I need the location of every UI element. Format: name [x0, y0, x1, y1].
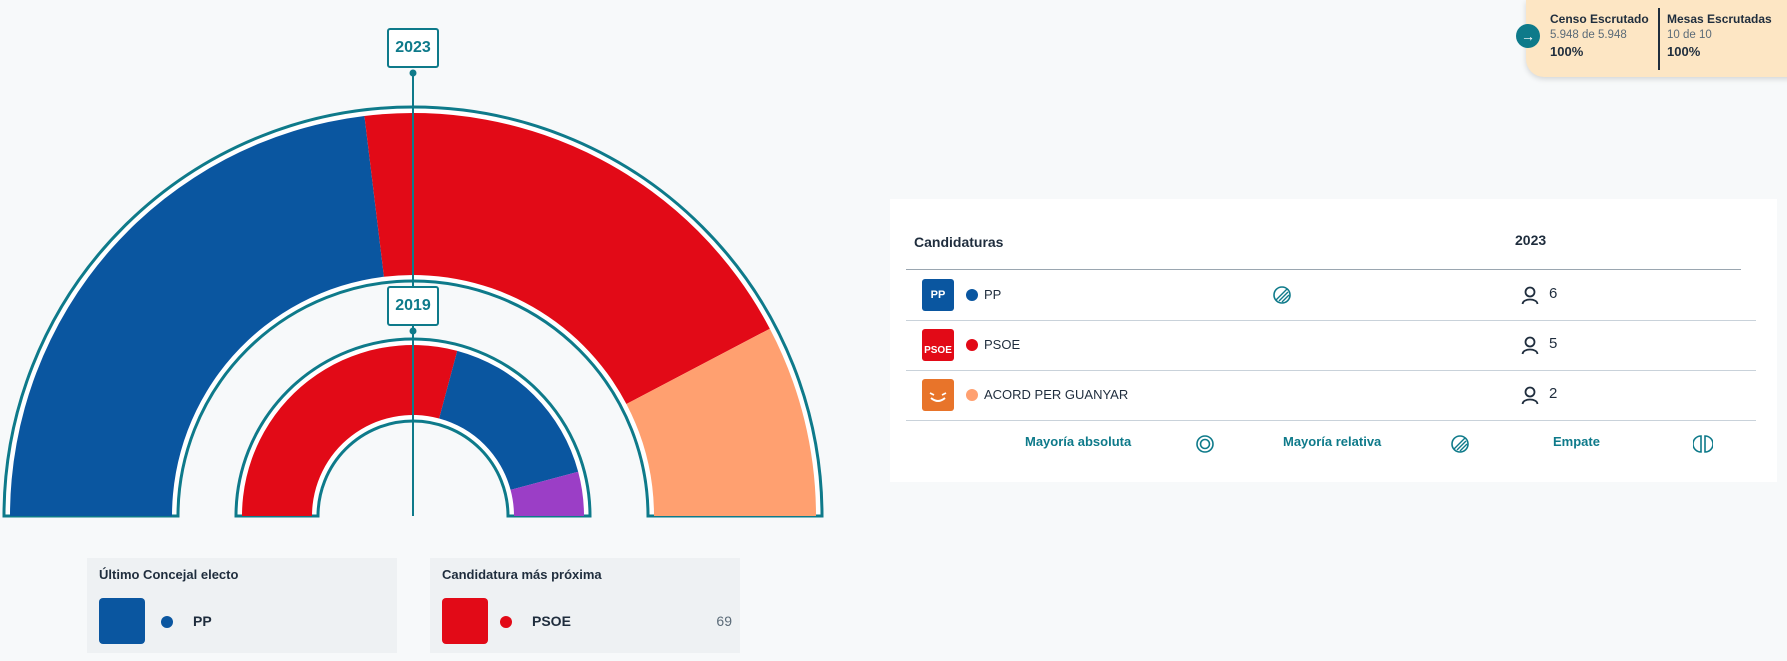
- legend-mayoria-absoluta: Mayoría absoluta: [1025, 434, 1132, 449]
- smile-icon: [929, 392, 947, 402]
- ultimo-concejal-panel: Último Concejal electo PP: [87, 558, 397, 653]
- mesas-title: Mesas Escrutadas: [1667, 12, 1772, 26]
- legend-empate: Empate: [1553, 434, 1600, 449]
- censo-title: Censo Escrutado: [1550, 12, 1649, 26]
- mesas-value: 10 de 10: [1667, 29, 1712, 41]
- seat-segment-pp[interactable]: [439, 350, 579, 490]
- party-color-dot: [966, 389, 978, 401]
- legend-mayoria-relativa: Mayoría relativa: [1283, 434, 1382, 449]
- pp-logo-icon: PP: [922, 279, 954, 311]
- census-divider: [1658, 8, 1660, 70]
- year-badge-2019[interactable]: 2019: [387, 286, 439, 326]
- censo-pct: 100%: [1550, 44, 1584, 59]
- votes-difference: 69: [716, 613, 732, 629]
- seat-segment-pp[interactable]: [10, 115, 384, 516]
- candidaturas-panel: Candidaturas 2023 PP PP 6 PSOE PSOE 5: [890, 199, 1777, 482]
- mesas-pct: 100%: [1667, 44, 1701, 59]
- seats-count: 5: [1549, 335, 1558, 352]
- mayoria-relativa-icon: [1273, 286, 1291, 304]
- party-name: ACORD PER GUANYAR: [984, 387, 1129, 402]
- person-icon: [1521, 336, 1539, 355]
- candidatura-proxima-title: Candidatura más próxima: [442, 567, 602, 582]
- seat-segment-acord-per-guanyar[interactable]: [626, 328, 816, 516]
- hemicycle-2023: [2, 105, 824, 518]
- connector-dot-2023: [409, 69, 417, 77]
- seats-count: 2: [1549, 385, 1558, 402]
- party-name: PP: [193, 613, 212, 629]
- party-color-dot: [966, 339, 978, 351]
- empate-icon: [1693, 435, 1713, 453]
- person-icon: [1521, 286, 1539, 305]
- mesas-escrutadas: Mesas Escrutadas 10 de 10 100%: [1667, 12, 1772, 59]
- mayoria-absoluta-icon: [1196, 435, 1214, 453]
- candidatura-proxima-panel: Candidatura más próxima PSOE 69: [430, 558, 740, 653]
- connector-dot-2019: [409, 327, 417, 335]
- censo-value: 5.948 de 5.948: [1550, 29, 1627, 41]
- party-color-dot: [500, 616, 512, 628]
- party-name: PSOE: [532, 613, 571, 629]
- party-name: PP: [984, 287, 1002, 302]
- year-badge-2023[interactable]: 2023: [387, 28, 439, 68]
- party-color-square: [442, 598, 488, 644]
- ultimo-concejal-title: Último Concejal electo: [99, 567, 239, 582]
- party-color-dot: [161, 616, 173, 628]
- seat-segment-psoe[interactable]: [364, 113, 770, 405]
- arrow-right-icon[interactable]: →: [1516, 24, 1540, 48]
- party-color-square: [99, 598, 145, 644]
- year-header: 2023: [1515, 232, 1547, 248]
- candidaturas-header: Candidaturas: [914, 234, 1004, 250]
- party-name: PSOE: [984, 337, 1021, 352]
- hemicycle-chart: [2, 69, 824, 518]
- party-color-dot: [966, 289, 978, 301]
- censo-escrutado: Censo Escrutado 5.948 de 5.948 100%: [1550, 12, 1649, 59]
- candidatura-row[interactable]: PSOE PSOE 5: [906, 320, 1756, 371]
- census-panel: → Censo Escrutado 5.948 de 5.948 100% Me…: [1516, 0, 1787, 77]
- acord-logo-icon: [922, 379, 954, 411]
- seat-segment-psoe[interactable]: [242, 344, 458, 516]
- mayoria-relativa-icon: [1451, 435, 1469, 453]
- hemicycle-2019: [234, 337, 592, 518]
- seat-segment-otros[interactable]: [510, 471, 584, 516]
- person-icon: [1521, 386, 1539, 405]
- candidatura-row[interactable]: PP PP 6: [906, 270, 1756, 321]
- header-divider: [906, 269, 1741, 270]
- seats-count: 6: [1549, 285, 1558, 302]
- candidatura-row[interactable]: ACORD PER GUANYAR 2: [906, 370, 1756, 421]
- psoe-logo-icon: PSOE: [922, 329, 954, 361]
